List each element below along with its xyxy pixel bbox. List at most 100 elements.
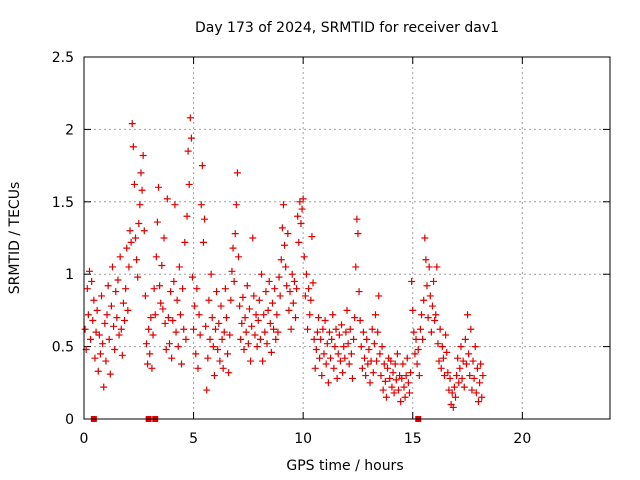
data-point <box>434 340 442 348</box>
data-point <box>218 335 226 343</box>
data-point <box>175 263 183 271</box>
data-point <box>329 311 337 319</box>
data-point <box>88 277 96 285</box>
data-point <box>471 343 479 351</box>
data-point <box>336 357 344 365</box>
data-point <box>352 263 360 271</box>
data-point <box>255 296 263 304</box>
data-point <box>387 357 395 365</box>
data-point <box>315 314 323 322</box>
data-point <box>139 151 147 159</box>
data-point <box>322 360 330 368</box>
data-point <box>190 325 198 333</box>
data-point <box>216 357 224 365</box>
data-point <box>84 311 92 319</box>
data-point <box>128 120 136 128</box>
data-point <box>361 354 369 362</box>
data-point <box>393 350 401 358</box>
data-point <box>405 389 413 397</box>
data-point <box>89 317 97 325</box>
data-point <box>162 345 170 353</box>
data-point <box>306 311 314 319</box>
data-point <box>466 372 474 380</box>
y-tick-label: 0.5 <box>52 340 74 356</box>
data-point <box>271 285 279 293</box>
data-point <box>335 331 343 339</box>
data-point <box>276 292 284 300</box>
data-point <box>395 386 403 394</box>
data-point <box>384 364 392 372</box>
data-point <box>318 372 326 380</box>
data-point <box>205 296 213 304</box>
data-point <box>219 364 227 372</box>
data-point <box>247 357 255 365</box>
data-point <box>250 292 258 300</box>
data-point <box>208 314 216 322</box>
data-point <box>297 220 305 228</box>
data-point <box>268 299 276 307</box>
data-point <box>398 374 406 382</box>
data-point <box>110 322 118 330</box>
data-point <box>259 357 267 365</box>
data-point <box>164 314 172 322</box>
y-tick-label: 1.5 <box>52 195 74 211</box>
data-point <box>202 322 210 330</box>
grid-lines <box>84 57 610 419</box>
data-point <box>225 369 233 377</box>
data-point <box>151 311 159 319</box>
data-point <box>132 234 140 242</box>
data-point <box>392 376 400 384</box>
data-point <box>415 372 423 380</box>
data-point <box>433 263 441 271</box>
data-point <box>366 379 374 387</box>
data-point <box>193 285 201 293</box>
data-point <box>368 325 376 333</box>
data-point <box>390 389 398 397</box>
data-point <box>426 292 434 300</box>
x-tick-label: 20 <box>513 431 531 447</box>
data-point <box>408 277 416 285</box>
data-point <box>389 369 397 377</box>
data-point <box>253 343 261 351</box>
data-point <box>198 162 206 170</box>
data-point <box>224 350 232 358</box>
data-point <box>150 285 158 293</box>
data-point <box>403 354 411 362</box>
data-point <box>212 325 219 333</box>
data-point <box>227 296 235 304</box>
data-point <box>321 317 329 325</box>
y-tick-labels: 0 0.5 1 1.5 2 2.5 <box>52 50 74 428</box>
data-point <box>325 328 333 336</box>
plot-frame <box>83 56 611 420</box>
data-point <box>456 364 464 372</box>
data-point <box>140 227 148 235</box>
data-point <box>430 277 438 285</box>
data-point <box>81 325 89 333</box>
data-point <box>469 357 477 365</box>
data-point <box>380 360 388 368</box>
data-point <box>183 212 191 220</box>
data-point <box>186 114 194 122</box>
data-point <box>238 319 246 327</box>
data-point <box>414 345 422 353</box>
data-point <box>83 285 91 293</box>
data-point <box>461 335 469 343</box>
data-point <box>468 386 476 394</box>
data-point <box>423 282 431 290</box>
y-tick-label: 2 <box>65 122 74 138</box>
data-point <box>274 328 282 336</box>
data-point <box>209 343 217 351</box>
data-point <box>104 282 112 290</box>
data-point <box>165 340 173 348</box>
data-point <box>376 350 384 358</box>
data-point <box>95 331 103 339</box>
data-point <box>267 348 275 356</box>
data-point <box>345 360 353 368</box>
data-point <box>343 306 351 314</box>
data-point <box>138 186 146 194</box>
data-point <box>353 215 361 223</box>
data-point <box>354 230 362 238</box>
data-point <box>103 311 111 319</box>
data-point <box>134 273 142 281</box>
